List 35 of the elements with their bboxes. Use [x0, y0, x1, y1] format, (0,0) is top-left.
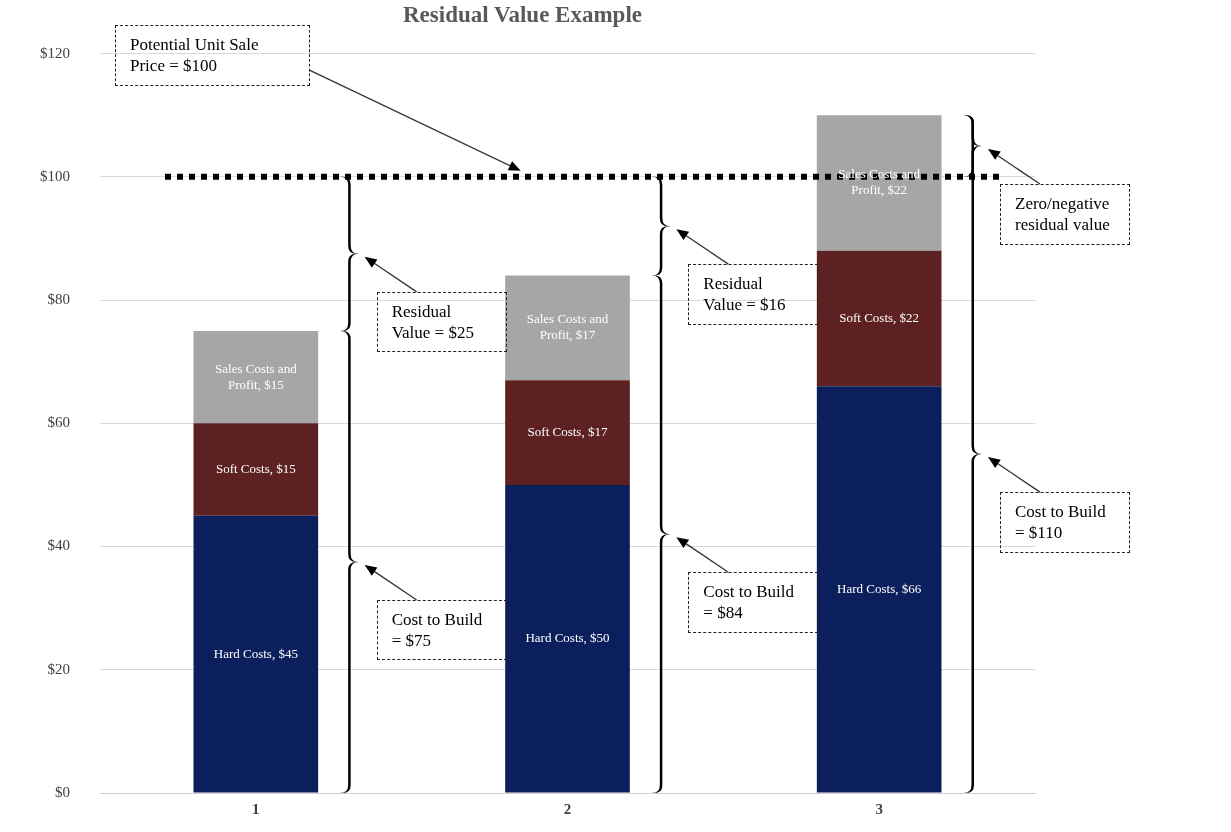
bar — [816, 115, 942, 251]
bar — [505, 380, 630, 485]
data-label: Soft Costs, $22 — [839, 309, 920, 325]
bar — [193, 423, 319, 516]
data-label: Hard Costs, $50 — [525, 630, 610, 646]
x-tick-label: 2 — [563, 800, 572, 817]
annotation: Potential Unit Sale Price = $100 — [115, 25, 310, 86]
y-tick-label: $0 — [55, 783, 70, 800]
annotation: Cost to Build = $75 — [376, 599, 507, 661]
data-label: Soft Costs, $15 — [215, 460, 296, 476]
y-tick-label: $120 — [40, 44, 70, 61]
annotation: Residual Value = $16 — [688, 264, 819, 325]
y-tick-label: $100 — [40, 167, 70, 184]
x-tick-label: 3 — [875, 800, 883, 817]
annotation: Cost to Build = $84 — [688, 572, 819, 633]
annotation: Cost to Build = $110 — [1000, 492, 1130, 553]
y-tick-label: $40 — [47, 537, 70, 554]
data-label: Hard Costs, $66 — [837, 580, 922, 596]
bar — [193, 515, 319, 793]
y-tick-label: $80 — [47, 291, 70, 307]
y-tick-label: $20 — [47, 660, 70, 677]
data-label: Soft Costs, $17 — [527, 423, 608, 439]
annotation: Residual Value = $25 — [376, 291, 507, 353]
bar — [505, 275, 630, 381]
data-label: Sales Costs and Profit, $15 — [215, 360, 298, 392]
data-label: Sales Costs and Profit, $17 — [526, 311, 609, 343]
bar — [193, 330, 319, 424]
bar — [816, 250, 942, 387]
x-tick-label: 1 — [252, 800, 260, 817]
chart-title: Residual Value Example — [403, 1, 642, 27]
bar — [505, 484, 630, 793]
data-label: Hard Costs, $45 — [213, 645, 298, 661]
y-tick-label: $60 — [47, 414, 70, 431]
annotation: Zero/negative residual value — [1000, 184, 1130, 245]
bar — [816, 386, 942, 793]
